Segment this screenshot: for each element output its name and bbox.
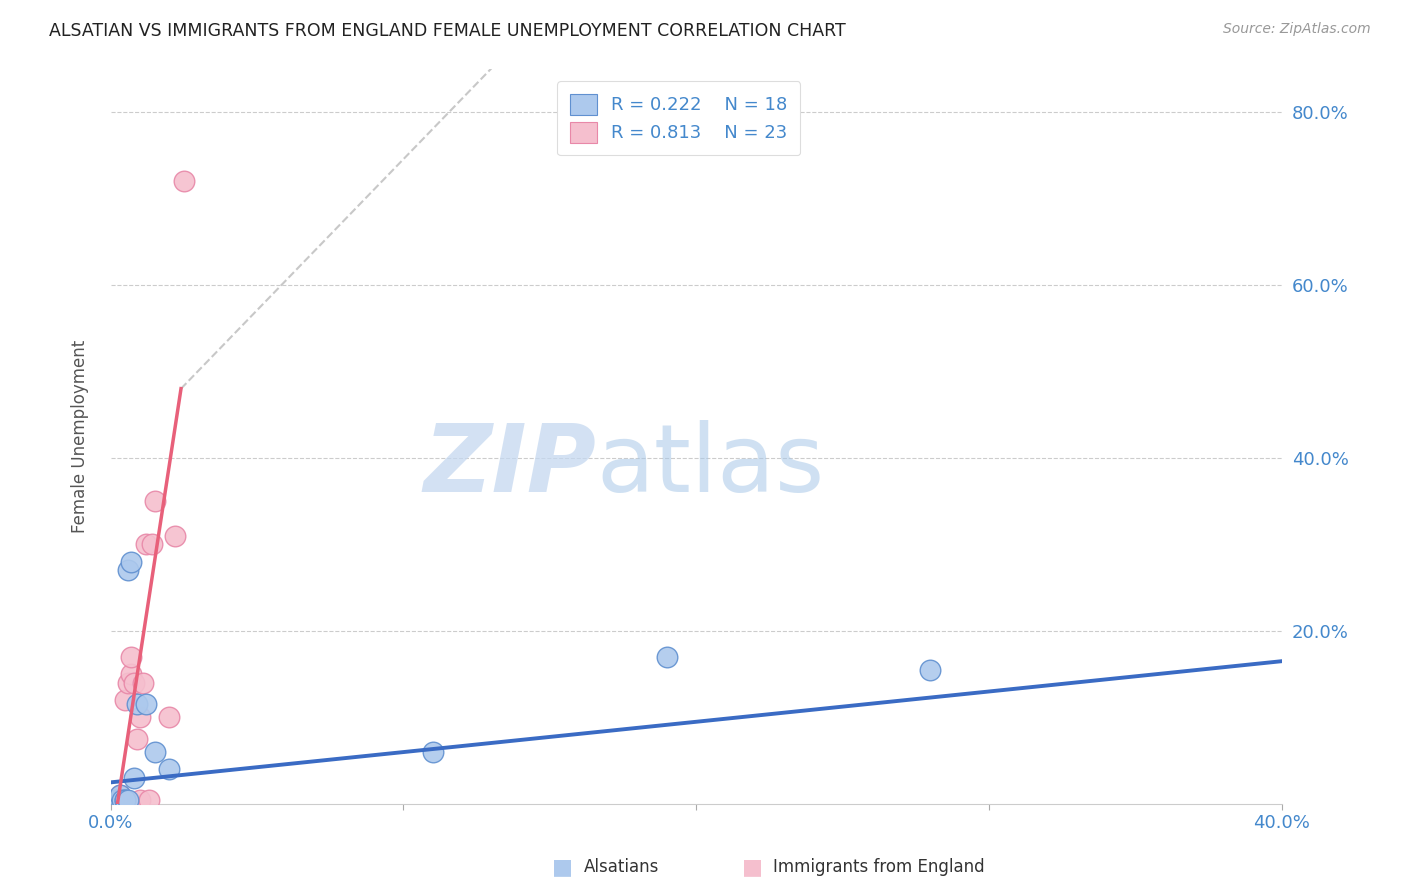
Point [114, 792, 136, 806]
Point [120, 667, 142, 681]
Text: ZIP: ZIP [423, 419, 596, 512]
Point [117, 563, 139, 577]
Point [655, 649, 678, 664]
Point [173, 174, 195, 188]
Point [135, 698, 157, 712]
Text: Source: ZipAtlas.com: Source: ZipAtlas.com [1223, 22, 1371, 37]
Point [132, 676, 155, 690]
Point [165, 529, 187, 543]
Point [129, 710, 152, 724]
Text: ■: ■ [742, 857, 762, 877]
Point [114, 693, 136, 707]
Point [103, 792, 125, 806]
Point [103, 792, 125, 806]
Point [108, 792, 131, 806]
Point [122, 771, 145, 785]
Point [127, 698, 149, 712]
Point [920, 663, 942, 677]
Text: ■: ■ [553, 857, 572, 877]
Text: atlas: atlas [596, 419, 825, 512]
Point [114, 792, 136, 806]
Point [108, 792, 131, 806]
Point [143, 745, 166, 759]
Point [135, 537, 157, 551]
Point [108, 789, 131, 803]
Point [120, 555, 142, 569]
Point [143, 494, 166, 508]
Point [103, 792, 125, 806]
Legend: R = 0.222    N = 18, R = 0.813    N = 23: R = 0.222 N = 18, R = 0.813 N = 23 [557, 81, 800, 155]
Point [114, 792, 136, 806]
Text: Alsatians: Alsatians [583, 858, 659, 876]
Text: Immigrants from England: Immigrants from England [773, 858, 986, 876]
Point [111, 792, 134, 806]
Point [111, 792, 134, 806]
Point [108, 789, 131, 803]
Point [157, 710, 180, 724]
Point [422, 745, 444, 759]
Point [157, 763, 180, 777]
Point [105, 792, 128, 806]
Text: ALSATIAN VS IMMIGRANTS FROM ENGLAND FEMALE UNEMPLOYMENT CORRELATION CHART: ALSATIAN VS IMMIGRANTS FROM ENGLAND FEMA… [49, 22, 846, 40]
Point [105, 792, 128, 806]
Point [117, 792, 139, 806]
Point [127, 732, 149, 747]
Point [117, 676, 139, 690]
Point [120, 649, 142, 664]
Point [122, 676, 145, 690]
Point [138, 792, 160, 806]
Point [141, 537, 163, 551]
Point [129, 792, 152, 806]
Y-axis label: Female Unemployment: Female Unemployment [72, 340, 89, 533]
